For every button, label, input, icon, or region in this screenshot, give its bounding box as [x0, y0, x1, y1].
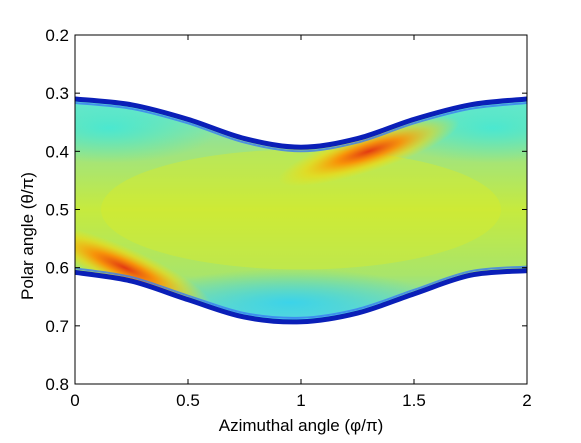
- y-tick-label: 0.4: [45, 142, 69, 161]
- x-tick-label: 0.5: [176, 391, 200, 410]
- y-axis-ticks: 0.2 0.3 0.4 0.5 0.6 0.7 0.8: [45, 26, 527, 394]
- band-upper-edge: [74, 96, 528, 150]
- band-lower-edge: [74, 268, 528, 325]
- y-tick-label: 0.5: [45, 201, 69, 220]
- y-tick-label: 0.2: [45, 26, 69, 45]
- y-tick-label: 0.8: [45, 375, 69, 394]
- x-tick-label: 1: [296, 391, 305, 410]
- x-tick-label: 0: [70, 391, 79, 410]
- band-center-glow: [101, 149, 501, 270]
- x-tick-label: 2: [522, 391, 531, 410]
- y-tick-label: 0.3: [45, 84, 69, 103]
- y-axis-label: Polar angle (θ/π): [18, 172, 37, 300]
- y-tick-label: 0.6: [45, 259, 69, 278]
- y-tick-label: 0.7: [45, 317, 69, 336]
- hotspot: [278, 116, 460, 187]
- x-axis-ticks: 0 0.5 1 1.5 2: [70, 35, 532, 410]
- x-axis-label: Azimuthal angle (φ/π): [219, 416, 383, 435]
- band-edges: [74, 96, 528, 325]
- x-tick-label: 1.5: [402, 391, 426, 410]
- band-upper-edge-inner: [74, 101, 528, 153]
- band-lower-edge-inner: [74, 265, 528, 319]
